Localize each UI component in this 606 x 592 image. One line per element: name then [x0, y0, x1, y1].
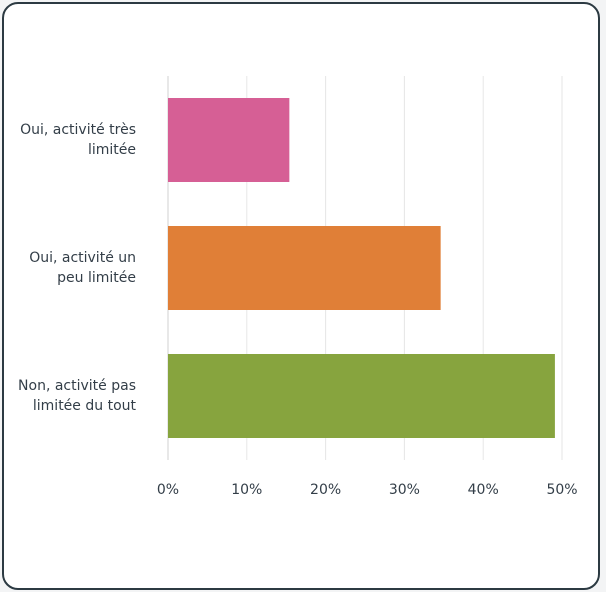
x-tick-label: 50% — [546, 482, 577, 498]
bar — [168, 354, 555, 438]
chart: 0% 10% 20% 30% 40% 50% — [157, 76, 578, 498]
x-tick-label: 40% — [468, 482, 499, 498]
x-tick-label: 20% — [310, 482, 341, 498]
x-tick-label: 0% — [157, 482, 179, 498]
category-label: Oui, activité un peu limitée — [29, 250, 136, 286]
x-tick-label: 30% — [389, 482, 420, 498]
category-label: Oui, activité très limitée — [20, 122, 136, 158]
x-tick-label: 10% — [231, 482, 262, 498]
bar — [168, 226, 441, 310]
category-label: Non, activité pas limitée du tout — [18, 378, 136, 414]
bar — [168, 98, 290, 182]
